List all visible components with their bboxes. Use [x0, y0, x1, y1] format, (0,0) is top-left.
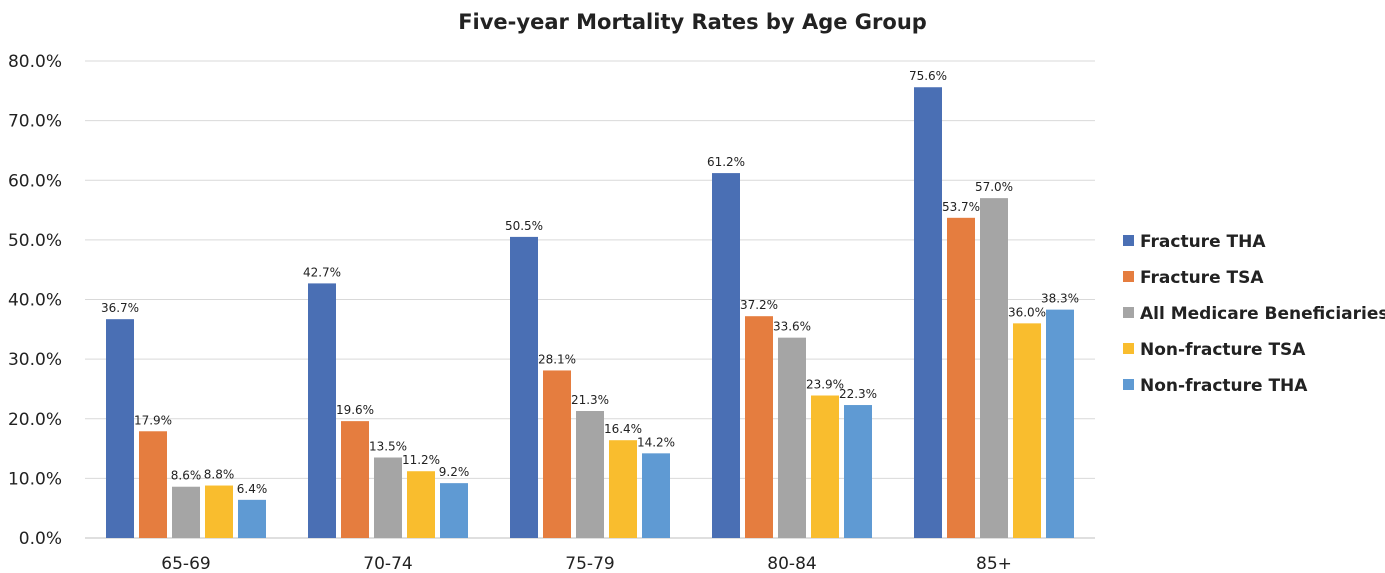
legend-label-fracture-tha: Fracture THA	[1140, 232, 1266, 252]
y-tick-label: 0.0%	[19, 529, 62, 549]
data-labels: 36.7% 17.9% 8.6% 8.8%6.4% 42.7% 19.6% 13.5%11.…	[101, 69, 1079, 496]
bar-all-medicare-beneficiaries-70-74	[374, 457, 402, 538]
bar-fracture-tsa-80-84	[745, 316, 773, 538]
data-label-fracture-tha-65-69: 36.7%	[101, 301, 139, 315]
y-tick-label: 80.0%	[8, 52, 62, 72]
legend-label-all-medicare-beneficiaries: All Medicare Beneficiaries	[1140, 304, 1385, 324]
legend-swatch-non-fracture-tsa	[1123, 343, 1134, 354]
data-label-all-medicare-beneficiaries-80-84: 33.6%	[773, 320, 811, 334]
data-label-all-medicare-beneficiaries-65-69: 8.6%	[171, 469, 202, 483]
data-label-non-fracture-tsa-65-69: 8.8%	[204, 468, 235, 482]
data-label-fracture-tsa-75-79: 28.1%	[538, 352, 576, 366]
legend-label-non-fracture-tsa: Non-fracture TSA	[1140, 340, 1306, 360]
bar-non-fracture-tsa-85	[1013, 323, 1041, 538]
chart-title: Five-year Mortality Rates by Age Group	[458, 10, 927, 34]
x-tick-label-85: 85+	[976, 554, 1012, 573]
data-label-fracture-tha-75-79: 50.5%	[505, 219, 543, 233]
bar-non-fracture-tsa-75-79	[609, 440, 637, 538]
y-tick-label: 10.0%	[8, 469, 62, 489]
bar-fracture-tsa-70-74	[341, 421, 369, 538]
bar-non-fracture-tha-70-74	[440, 483, 468, 538]
data-label-non-fracture-tha-65-69: 6.4%	[237, 482, 268, 496]
x-tick-label-70-74: 70-74	[363, 554, 412, 573]
data-label-non-fracture-tha-80-84: 22.3%	[839, 387, 877, 401]
data-label-fracture-tha-80-84: 61.2%	[707, 155, 745, 169]
bar-non-fracture-tha-80-84	[844, 405, 872, 538]
legend-swatch-fracture-tsa	[1123, 271, 1134, 282]
y-axis-ticks: 0.0% 10.0% 20.0% 30.0% 40.0% 50.0% 60.0% 70.0% 8…	[8, 52, 62, 549]
bar-all-medicare-beneficiaries-75-79	[576, 410, 604, 538]
bar-fracture-tsa-85	[947, 217, 975, 538]
data-label-fracture-tsa-70-74: 19.6%	[336, 403, 374, 417]
data-label-all-medicare-beneficiaries-75-79: 21.3%	[571, 393, 609, 407]
bar-fracture-tsa-65-69	[139, 431, 167, 538]
y-tick-label: 40.0%	[8, 291, 62, 311]
bar-fracture-tsa-75-79	[543, 370, 571, 538]
bar-fracture-tha-75-79	[510, 236, 538, 539]
legend-label-non-fracture-tha: Non-fracture THA	[1140, 376, 1308, 396]
data-label-all-medicare-beneficiaries-85: 57.0%	[975, 180, 1013, 194]
data-label-non-fracture-tha-85: 38.3%	[1041, 292, 1079, 306]
legend-swatch-non-fracture-tha	[1123, 379, 1134, 390]
bar-all-medicare-beneficiaries-80-84	[778, 337, 806, 538]
x-tick-label-80-84: 80-84	[767, 554, 816, 573]
data-label-non-fracture-tha-75-79: 14.2%	[637, 435, 675, 449]
y-tick-label: 70.0%	[8, 112, 62, 132]
bar-non-fracture-tha-85	[1046, 309, 1074, 538]
data-label-fracture-tha-85: 75.6%	[909, 69, 947, 83]
bar-fracture-tha-80-84	[712, 173, 740, 538]
legend: Fracture THA Fracture TSA All Medicare Ben…	[1123, 232, 1385, 396]
data-label-non-fracture-tsa-85: 36.0%	[1008, 305, 1046, 319]
data-label-non-fracture-tsa-75-79: 16.4%	[604, 422, 642, 436]
bar-non-fracture-tha-75-79	[642, 453, 670, 538]
x-tick-label-65-69: 65-69	[161, 554, 210, 573]
legend-swatch-fracture-tha	[1123, 235, 1134, 246]
bar-non-fracture-tsa-70-74	[407, 471, 435, 538]
y-tick-label: 20.0%	[8, 410, 62, 430]
y-tick-label: 60.0%	[8, 171, 62, 191]
bar-non-fracture-tha-65-69	[238, 499, 266, 538]
bar-fracture-tha-65-69	[106, 319, 134, 538]
bars	[106, 87, 1074, 539]
bar-all-medicare-beneficiaries-85	[980, 198, 1008, 538]
data-label-all-medicare-beneficiaries-70-74: 13.5%	[369, 440, 407, 454]
data-label-fracture-tsa-65-69: 17.9%	[134, 413, 172, 427]
data-label-fracture-tha-70-74: 42.7%	[303, 265, 341, 279]
legend-swatch-all-medicare-beneficiaries	[1123, 307, 1134, 318]
x-axis-ticks: 65-69 70-74 75-79 80-84 85+	[161, 554, 1012, 573]
bar-fracture-tha-85	[914, 87, 942, 539]
bar-fracture-tha-70-74	[308, 283, 336, 538]
data-label-fracture-tsa-80-84: 37.2%	[740, 298, 778, 312]
data-label-non-fracture-tha-70-74: 9.2%	[439, 465, 470, 479]
legend-label-fracture-tsa: Fracture TSA	[1140, 268, 1264, 288]
y-tick-label: 50.0%	[8, 231, 62, 251]
data-label-non-fracture-tsa-80-84: 23.9%	[806, 377, 844, 391]
data-label-fracture-tsa-85: 53.7%	[942, 200, 980, 214]
bar-non-fracture-tsa-65-69	[205, 485, 233, 538]
bar-all-medicare-beneficiaries-65-69	[172, 486, 200, 538]
x-tick-label-75-79: 75-79	[565, 554, 614, 573]
y-tick-label: 30.0%	[8, 350, 62, 370]
data-label-non-fracture-tsa-70-74: 11.2%	[402, 453, 440, 467]
bar-non-fracture-tsa-80-84	[811, 395, 839, 538]
